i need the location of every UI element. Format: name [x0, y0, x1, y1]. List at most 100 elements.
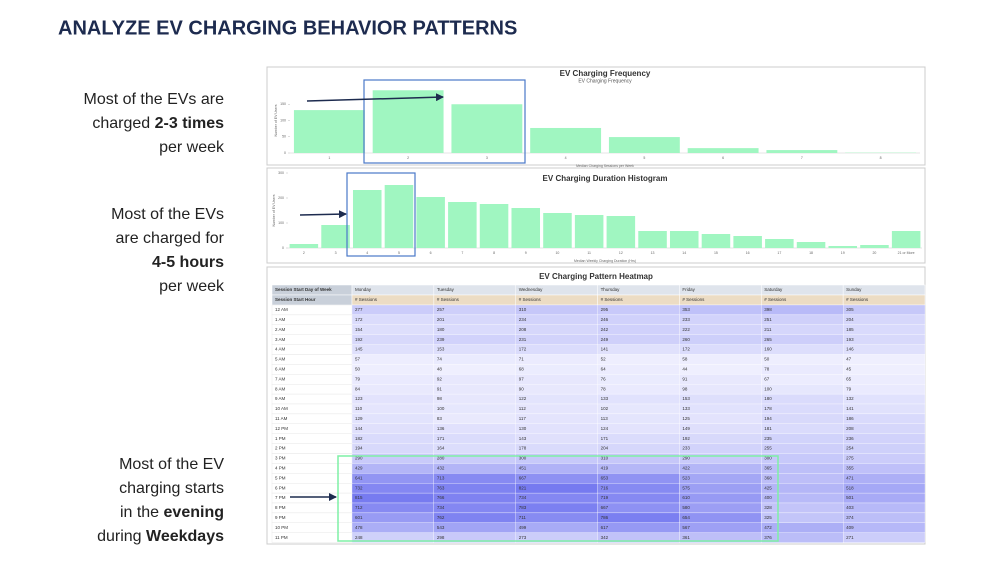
measure-label: # Sessions — [601, 297, 624, 302]
heat-cell — [761, 463, 844, 474]
y-tick-label: 0 — [282, 246, 284, 250]
x-tick-label: 2 — [407, 156, 409, 160]
heat-cell — [515, 384, 598, 395]
heat-cell — [351, 354, 435, 365]
measure-label: # Sessions — [846, 297, 869, 302]
heat-cell — [597, 453, 680, 464]
cell-value: 353 — [682, 307, 690, 312]
cell-value: 208 — [519, 327, 527, 332]
cell-value: 208 — [846, 426, 854, 431]
cell-value: 146 — [846, 347, 854, 352]
y-tick-label: 0 — [284, 151, 286, 155]
y-axis-label: Number of EV Users — [274, 104, 278, 136]
heat-cell — [761, 374, 844, 385]
heat-cell — [842, 433, 926, 444]
cell-value: 280 — [437, 456, 445, 461]
row-label: 9 PM — [275, 515, 286, 520]
cell-value: 653 — [601, 475, 609, 480]
cell-value: 265 — [764, 337, 772, 342]
x-tick-label: 8 — [493, 251, 495, 255]
cell-value: 233 — [682, 317, 690, 322]
cell-value: 78 — [764, 367, 770, 372]
row-label: 7 PM — [275, 495, 286, 500]
cell-value: 762 — [437, 515, 445, 520]
cell-value: 355 — [846, 466, 854, 471]
heat-cell — [351, 453, 435, 464]
annotation-line: Most of the EVs — [111, 203, 224, 227]
heat-cell — [433, 423, 516, 434]
heat-cell — [351, 344, 435, 355]
heat-cell — [679, 443, 762, 454]
y-tick-label: 50 — [282, 135, 286, 139]
cell-value: 254 — [846, 446, 854, 451]
annotation-line: per week — [83, 136, 224, 160]
heat-cell — [679, 433, 762, 444]
heat-cell — [761, 522, 844, 533]
y-tick-label: 100 — [280, 118, 286, 122]
cell-value: 58 — [682, 357, 688, 362]
heat-cell — [515, 473, 598, 484]
cell-value: 298 — [437, 535, 445, 540]
cell-value: 567 — [682, 525, 690, 530]
heat-cell — [351, 403, 435, 415]
heat-cell — [679, 403, 762, 415]
cell-value: 143 — [519, 436, 527, 441]
cell-value: 575 — [682, 485, 690, 490]
heat-cell — [842, 522, 926, 533]
bar — [543, 213, 572, 248]
cell-value: 71 — [519, 357, 525, 362]
heat-cell — [842, 453, 926, 464]
cell-value: 246 — [601, 317, 609, 322]
cell-value: 231 — [519, 337, 527, 342]
row-label: 1 PM — [275, 436, 286, 441]
cell-value: 178 — [519, 446, 527, 451]
cell-value: 667 — [601, 505, 609, 510]
x-tick-label: 9 — [525, 251, 527, 255]
x-tick-label: 7 — [801, 156, 803, 160]
heat-cell — [679, 324, 762, 335]
row-label: 5 AM — [275, 357, 286, 362]
x-tick-label: 5 — [398, 251, 400, 255]
heat-cell — [597, 492, 680, 504]
y-axis-label: Number of EV Users — [272, 194, 276, 226]
heat-cell — [761, 364, 844, 375]
cell-value: 164 — [437, 446, 445, 451]
heat-cell — [515, 324, 598, 335]
heat-cell — [842, 384, 926, 395]
measure-label: # Sessions — [764, 297, 787, 302]
cell-value: 601 — [355, 515, 363, 520]
cell-value: 50 — [355, 367, 361, 372]
heat-cell — [761, 324, 844, 335]
cell-value: 271 — [846, 535, 854, 540]
cell-value: 310 — [601, 456, 609, 461]
cell-value: 425 — [764, 485, 772, 490]
heat-cell — [515, 502, 598, 514]
cell-value: 130 — [519, 426, 527, 431]
cell-value: 186 — [846, 416, 854, 421]
cell-value: 68 — [519, 367, 525, 372]
cell-value: 610 — [682, 495, 690, 500]
heat-cell — [351, 374, 435, 385]
cell-value: 783 — [519, 505, 527, 510]
heat-cell — [515, 354, 598, 365]
cell-value: 48 — [437, 367, 443, 372]
heat-cell — [351, 522, 435, 533]
cell-value: 257 — [437, 307, 445, 312]
cell-value: 171 — [601, 436, 609, 441]
cell-value: 180 — [437, 327, 445, 332]
heat-cell — [351, 433, 435, 444]
annotation-line: are charged for — [111, 227, 224, 251]
column-header: Session Start Day of Week — [275, 287, 332, 292]
cell-value: 361 — [682, 535, 690, 540]
row-label: 6 PM — [275, 485, 286, 490]
bar — [669, 231, 699, 248]
heat-cell — [761, 384, 844, 395]
cell-value: 222 — [682, 327, 690, 332]
cell-value: 342 — [601, 535, 609, 540]
heat-cell — [515, 334, 598, 345]
row-label: 2 AM — [275, 327, 286, 332]
heat-cell — [679, 384, 762, 395]
measure-label: # Sessions — [682, 297, 705, 302]
bar — [574, 215, 604, 248]
